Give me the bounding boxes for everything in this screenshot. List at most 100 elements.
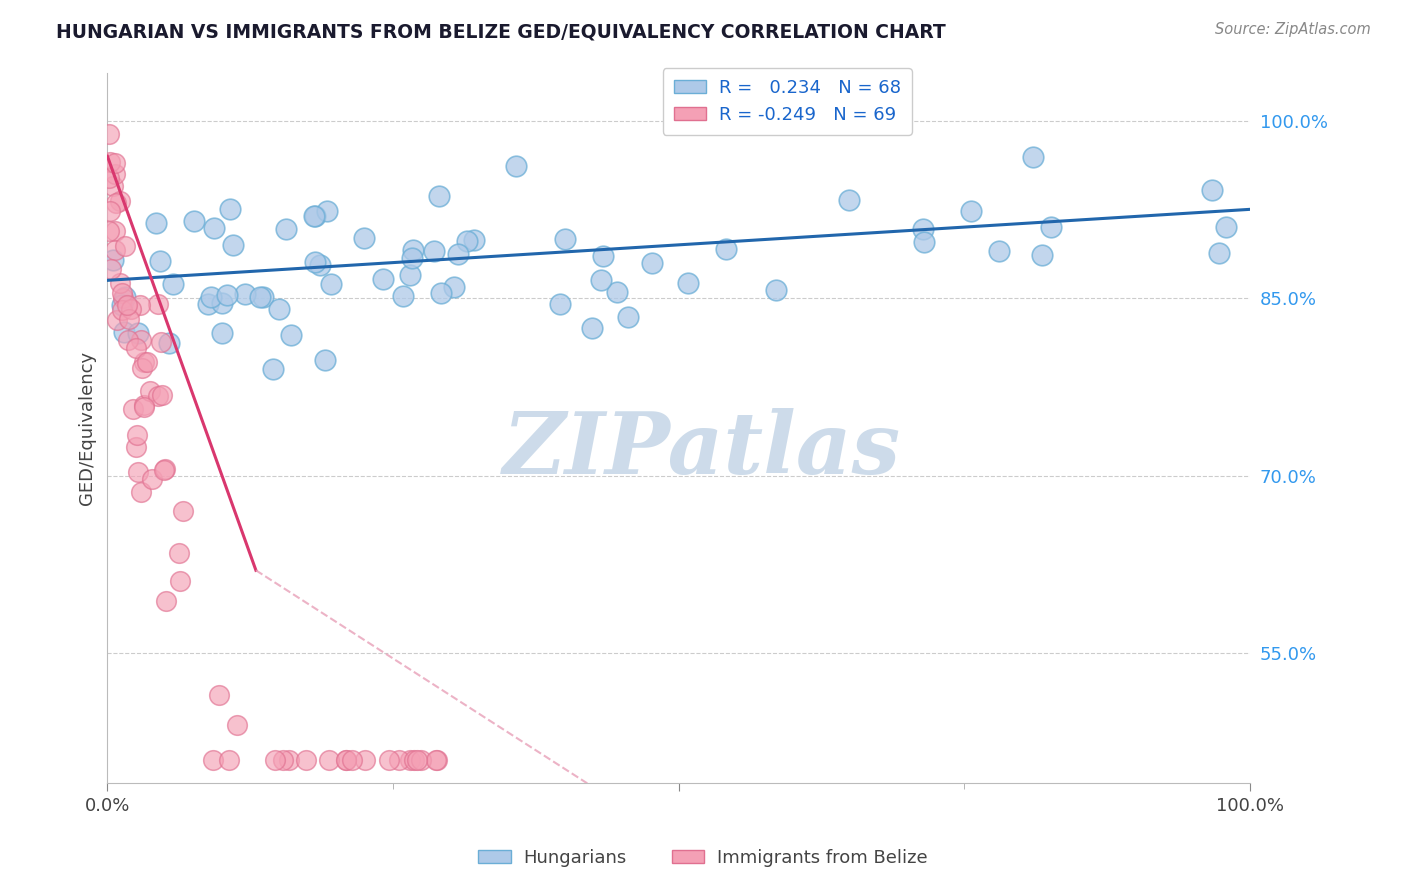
Point	[172, 504, 194, 518]
Point	[398, 268, 420, 282]
Point	[505, 159, 527, 173]
Legend: R =   0.234   N = 68, R = -0.249   N = 69: R = 0.234 N = 68, R = -0.249 N = 69	[662, 68, 911, 135]
Point	[111, 286, 134, 301]
Point	[101, 252, 124, 267]
Point	[219, 202, 242, 217]
Point	[353, 231, 375, 245]
Point	[211, 296, 233, 310]
Point	[274, 221, 297, 235]
Point	[148, 389, 170, 403]
Point	[456, 234, 478, 248]
Point	[304, 210, 326, 224]
Point	[335, 753, 357, 767]
Point	[98, 203, 121, 218]
Point	[134, 355, 156, 369]
Point	[267, 302, 290, 317]
Point	[117, 333, 139, 347]
Point	[129, 484, 152, 499]
Point	[114, 238, 136, 252]
Point	[548, 297, 571, 311]
Point	[129, 333, 152, 347]
Point	[208, 688, 231, 702]
Point	[271, 753, 294, 767]
Point	[392, 289, 415, 303]
Point	[167, 545, 190, 559]
Point	[225, 718, 247, 732]
Point	[377, 753, 399, 767]
Text: Source: ZipAtlas.com: Source: ZipAtlas.com	[1215, 22, 1371, 37]
Point	[121, 402, 143, 417]
Point	[371, 271, 394, 285]
Point	[447, 247, 470, 261]
Legend: Hungarians, Immigrants from Belize: Hungarians, Immigrants from Belize	[471, 842, 935, 874]
Point	[149, 253, 172, 268]
Point	[135, 355, 157, 369]
Point	[153, 463, 176, 477]
Point	[430, 286, 453, 301]
Point	[125, 441, 148, 455]
Point	[765, 283, 787, 297]
Point	[202, 221, 225, 235]
Point	[104, 156, 127, 170]
Point	[100, 261, 122, 276]
Point	[463, 234, 485, 248]
Point	[277, 753, 299, 767]
Point	[157, 336, 180, 351]
Point	[581, 321, 603, 335]
Point	[249, 290, 271, 304]
Point	[427, 188, 450, 202]
Point	[316, 203, 339, 218]
Point	[402, 753, 425, 767]
Point	[105, 313, 128, 327]
Point	[280, 328, 302, 343]
Point	[233, 286, 256, 301]
Point	[101, 179, 124, 194]
Point	[211, 326, 233, 341]
Point	[295, 753, 318, 767]
Point	[340, 753, 363, 767]
Point	[304, 254, 326, 268]
Point	[97, 127, 120, 141]
Point	[426, 753, 449, 767]
Text: HUNGARIAN VS IMMIGRANTS FROM BELIZE GED/EQUIVALENCY CORRELATION CHART: HUNGARIAN VS IMMIGRANTS FROM BELIZE GED/…	[56, 22, 946, 41]
Point	[218, 753, 240, 767]
Point	[111, 302, 134, 317]
Point	[139, 384, 162, 399]
Point	[104, 167, 127, 181]
Point	[314, 352, 336, 367]
Point	[263, 753, 285, 767]
Point	[616, 310, 638, 324]
Point	[592, 248, 614, 262]
Point	[108, 276, 131, 290]
Point	[1039, 219, 1062, 234]
Point	[118, 312, 141, 326]
Point	[153, 462, 176, 476]
Point	[1031, 247, 1053, 261]
Point	[402, 243, 425, 257]
Point	[222, 238, 245, 252]
Point	[169, 574, 191, 588]
Point	[676, 276, 699, 290]
Point	[98, 155, 121, 169]
Point	[162, 277, 184, 292]
Point	[606, 285, 628, 299]
Point	[988, 244, 1011, 258]
Point	[202, 753, 225, 767]
Point	[134, 398, 156, 412]
Point	[120, 302, 142, 317]
Point	[714, 242, 737, 256]
Point	[401, 251, 423, 265]
Point	[1208, 246, 1230, 260]
Point	[129, 298, 152, 312]
Point	[554, 232, 576, 246]
Point	[423, 244, 446, 259]
Point	[304, 209, 326, 223]
Point	[443, 280, 465, 294]
Point	[409, 753, 432, 767]
Point	[127, 326, 149, 340]
Point	[97, 224, 120, 238]
Point	[150, 334, 173, 349]
Point	[150, 387, 173, 401]
Point	[399, 753, 422, 767]
Point	[117, 297, 139, 311]
